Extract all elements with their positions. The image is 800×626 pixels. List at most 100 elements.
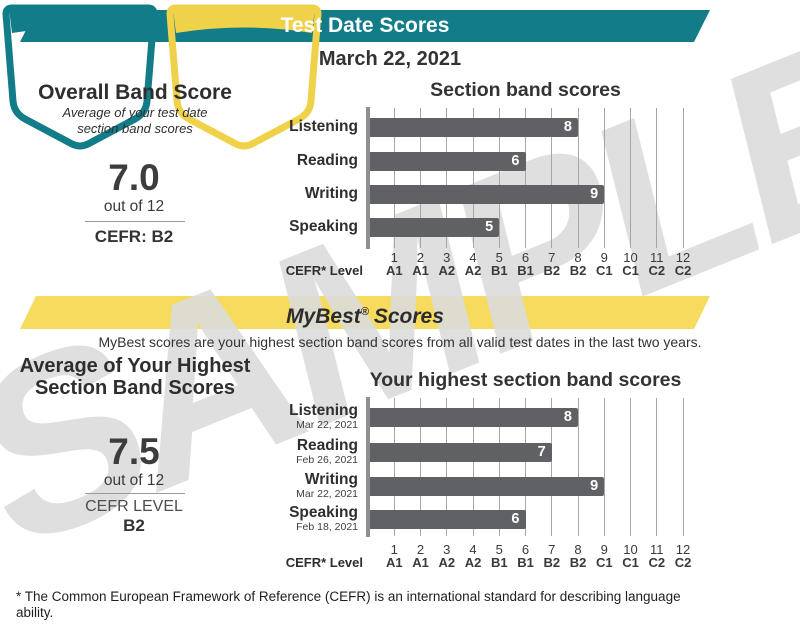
gridline bbox=[630, 398, 631, 536]
x-tick-cefr: C2 bbox=[648, 263, 666, 278]
mybest-cefr-label: CEFR LEVEL bbox=[85, 498, 183, 515]
x-tick-number: 8 bbox=[574, 250, 582, 265]
badge-outline bbox=[2, 4, 158, 150]
gridline bbox=[551, 108, 553, 248]
overall-cefr: CEFR: B2 bbox=[94, 227, 174, 246]
overall-band-score-title: Overall Band Score bbox=[38, 81, 232, 104]
gridline bbox=[498, 108, 500, 248]
gridline bbox=[472, 398, 474, 536]
badge-top-band bbox=[173, 9, 316, 33]
chart-plot: 8 6 9 5 bbox=[366, 107, 684, 249]
x-tick-cefr: C2 bbox=[674, 263, 692, 278]
x-tick-cefr: C1 bbox=[595, 555, 613, 570]
cefr-footnote: * The Common European Framework of Refer… bbox=[16, 589, 681, 620]
x-tick-cefr: C2 bbox=[674, 555, 692, 570]
bar-value-label: 7 bbox=[537, 444, 546, 460]
category-label: Writing bbox=[304, 185, 358, 202]
axis-label: CEFR* Level bbox=[285, 555, 363, 570]
test-date: March 22, 2021 bbox=[318, 48, 462, 70]
score-bar: 9 bbox=[370, 185, 605, 204]
gridline bbox=[420, 398, 421, 536]
gridline bbox=[472, 108, 474, 248]
score-bar: 6 bbox=[370, 510, 526, 529]
test-date-banner-title: Test Date Scores bbox=[280, 14, 450, 37]
gridline bbox=[393, 398, 395, 536]
x-tick-number: 5 bbox=[495, 542, 503, 557]
average-title-line-1: Average of Your Highest bbox=[19, 355, 251, 377]
bar-value-label: 9 bbox=[590, 186, 599, 202]
category-date: Mar 22, 2021 bbox=[296, 419, 358, 431]
x-tick-number: 5 bbox=[495, 250, 503, 265]
bar-value-label: 9 bbox=[590, 478, 599, 494]
x-tick-number: 3 bbox=[443, 542, 451, 557]
x-tick-number: 3 bbox=[443, 250, 451, 265]
bar-value-label: 8 bbox=[563, 119, 572, 135]
x-tick-cefr: B1 bbox=[517, 263, 534, 278]
x-tick-cefr: C1 bbox=[595, 263, 613, 278]
x-tick-cefr: A1 bbox=[385, 555, 403, 570]
x-tick-cefr: A1 bbox=[385, 263, 403, 278]
x-tick-number: 1 bbox=[390, 542, 398, 557]
gridline bbox=[577, 398, 579, 536]
x-tick-number: 9 bbox=[600, 250, 608, 265]
gridline bbox=[525, 398, 526, 536]
average-title-line-2: Section Band Scores bbox=[34, 376, 236, 399]
x-tick-number: 10 bbox=[623, 542, 638, 557]
gridline bbox=[446, 108, 448, 248]
gridline bbox=[682, 398, 684, 536]
highest-section-band-scores-chart: Your highest section band scores 8 7 9 6 List… bbox=[270, 369, 700, 574]
bar-value-label: 5 bbox=[485, 219, 494, 235]
gridline bbox=[525, 108, 526, 248]
x-tick-number: 2 bbox=[416, 542, 425, 557]
x-tick-number: 2 bbox=[416, 250, 425, 265]
x-tick-number: 8 bbox=[574, 542, 582, 557]
bar-value-label: 8 bbox=[563, 409, 572, 425]
category-label: Reading bbox=[296, 152, 358, 169]
x-tick-cefr: C1 bbox=[622, 555, 639, 570]
overall-score-out-of: out of 12 bbox=[103, 198, 165, 215]
section-band-scores-chart: Section band scores 8 6 9 5 Listening Reading W… bbox=[270, 79, 700, 284]
category-name: Speaking bbox=[289, 504, 358, 521]
overall-score-badge bbox=[2, 4, 158, 150]
mybest-average-out-of: out of 12 bbox=[103, 472, 165, 489]
category-date: Mar 22, 2021 bbox=[296, 488, 358, 500]
bar-value-label: 6 bbox=[511, 511, 520, 527]
x-tick-number: 11 bbox=[650, 250, 664, 265]
overall-score-value: 7.0 bbox=[108, 157, 160, 198]
category-label: Writing Mar 22, 2021 bbox=[270, 471, 358, 500]
overall-band-score-subtitle: Average of your test date section band s… bbox=[30, 105, 240, 136]
x-tick-number: 7 bbox=[548, 542, 556, 557]
category-label: Speaking Feb 18, 2021 bbox=[270, 504, 358, 533]
category-date: Feb 18, 2021 bbox=[296, 521, 358, 533]
x-tick-cefr: B2 bbox=[569, 555, 587, 570]
score-bar: 8 bbox=[370, 118, 578, 137]
score-bar: 7 bbox=[370, 443, 552, 462]
y-axis-spine bbox=[366, 107, 370, 249]
x-tick-number: 1 bbox=[390, 250, 398, 265]
category-name: Writing bbox=[304, 471, 358, 488]
x-tick-number: 7 bbox=[548, 250, 556, 265]
chart-title: Section band scores bbox=[430, 79, 621, 101]
x-tick-cefr: A1 bbox=[412, 555, 429, 570]
x-tick-cefr: C2 bbox=[648, 555, 666, 570]
mybest-average-value: 7.5 bbox=[108, 431, 160, 472]
x-tick-cefr: A1 bbox=[412, 263, 429, 278]
chart-title: Your highest section band scores bbox=[369, 369, 682, 391]
score-bar: 9 bbox=[370, 477, 605, 496]
gridline bbox=[682, 108, 684, 248]
x-tick-number: 12 bbox=[675, 250, 691, 265]
x-tick-number: 9 bbox=[600, 542, 608, 557]
gridline bbox=[630, 108, 631, 248]
gridline bbox=[420, 108, 421, 248]
x-tick-cefr: B1 bbox=[517, 555, 534, 570]
score-bar: 6 bbox=[370, 152, 526, 171]
score-bar: 5 bbox=[370, 218, 500, 237]
gridline bbox=[656, 108, 658, 248]
x-tick-number: 4 bbox=[469, 542, 477, 557]
x-tick-cefr: B2 bbox=[543, 555, 561, 570]
x-tick-cefr: A2 bbox=[464, 555, 482, 570]
x-tick-cefr: A2 bbox=[438, 555, 456, 570]
gridline bbox=[577, 108, 579, 248]
bar-value-label: 6 bbox=[511, 153, 520, 169]
